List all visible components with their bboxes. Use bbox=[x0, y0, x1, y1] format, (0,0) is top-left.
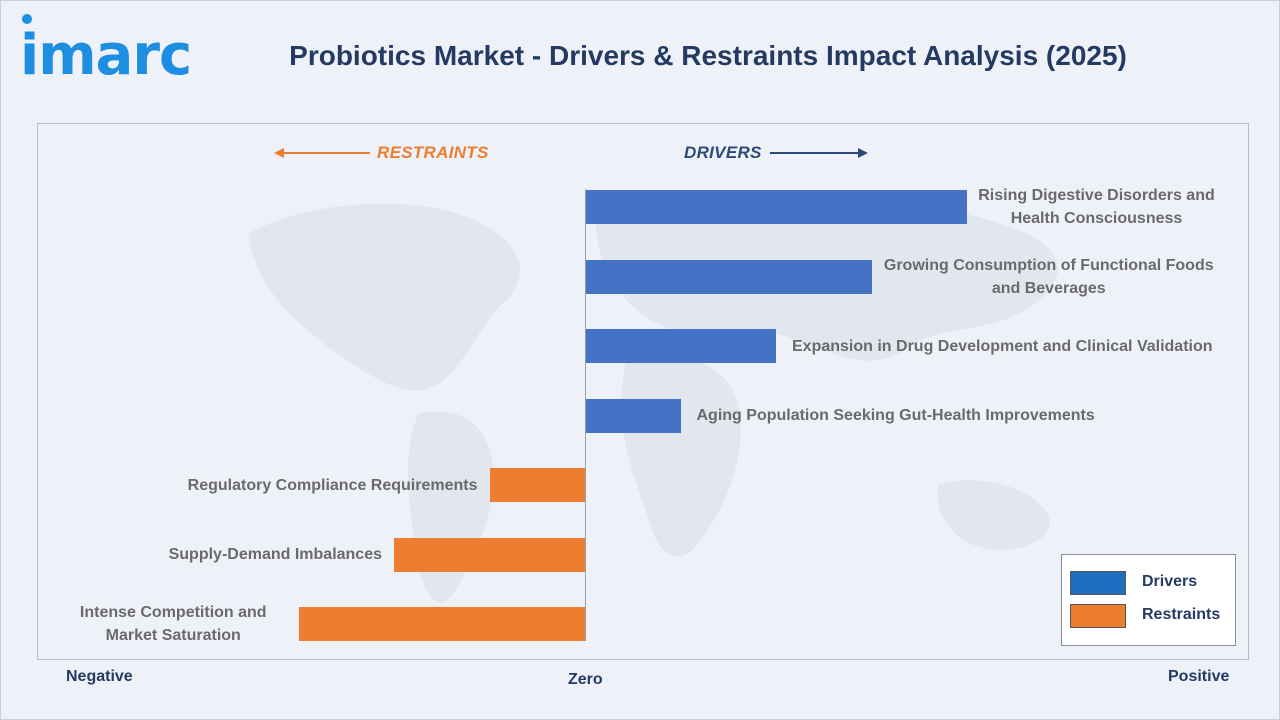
scale-zero-label: Zero bbox=[568, 671, 603, 688]
bar-restraints-5 bbox=[394, 537, 585, 572]
category-label-line: and Beverages bbox=[991, 279, 1106, 297]
legend-label-restraints: Restraints bbox=[1142, 606, 1221, 623]
bar-drivers-0 bbox=[585, 190, 967, 224]
legend-label-drivers: Drivers bbox=[1142, 573, 1198, 590]
scale-positive-label: Positive bbox=[1168, 668, 1230, 685]
category-label-line: Expansion in Drug Development and Clinic… bbox=[792, 337, 1213, 355]
bar-restraints-6 bbox=[298, 607, 585, 641]
legend-swatch-restraints bbox=[1070, 604, 1126, 628]
drivers-header: DRIVERS bbox=[684, 143, 762, 162]
category-label-5: Supply-Demand Imbalances bbox=[60, 543, 382, 566]
zero-axis-line bbox=[585, 189, 586, 641]
category-label-line: Aging Population Seeking Gut-Health Impr… bbox=[696, 407, 1095, 424]
category-label-line: Health Consciousness bbox=[1010, 210, 1183, 227]
restraints-header: RESTRAINTS bbox=[377, 143, 489, 162]
chart-title: Probiotics Market - Drivers & Restraints… bbox=[289, 40, 1127, 71]
legend: Drivers Restraints bbox=[1061, 554, 1236, 646]
category-label-line: Growing Consumption of Functional Foods bbox=[883, 256, 1214, 274]
category-label-line: Rising Digestive Disorders and bbox=[978, 187, 1215, 204]
logo-dot bbox=[22, 14, 32, 24]
category-label-3: Aging Population Seeking Gut-Health Impr… bbox=[697, 404, 1095, 427]
category-label-line: Intense Competition and bbox=[79, 604, 267, 621]
bar-drivers-1 bbox=[585, 259, 872, 294]
category-label-1: Growing Consumption of Functional Foods a… bbox=[882, 254, 1217, 300]
brand-logo: imarc bbox=[20, 23, 192, 88]
bar-drivers-2 bbox=[585, 329, 776, 363]
category-label-2: Expansion in Drug Development and Clinic… bbox=[792, 335, 1213, 358]
category-label-6: Intense Competition and Market Saturation bbox=[60, 601, 287, 647]
bar-restraints-4 bbox=[489, 468, 585, 502]
scale-negative-label: Negative bbox=[66, 668, 133, 685]
category-label-4: Regulatory Compliance Requirements bbox=[60, 474, 478, 497]
bar-drivers-3 bbox=[585, 398, 681, 433]
category-label-0: Rising Digestive Disorders and Health Con… bbox=[977, 184, 1216, 230]
legend-swatch-drivers bbox=[1070, 571, 1126, 595]
category-label-line: Market Saturation bbox=[105, 627, 241, 644]
drivers-arrow-icon bbox=[770, 148, 868, 158]
category-label-line: Regulatory Compliance Requirements bbox=[187, 476, 478, 494]
restraints-arrow-icon bbox=[274, 148, 370, 158]
category-label-line: Supply-Demand Imbalances bbox=[168, 546, 382, 563]
